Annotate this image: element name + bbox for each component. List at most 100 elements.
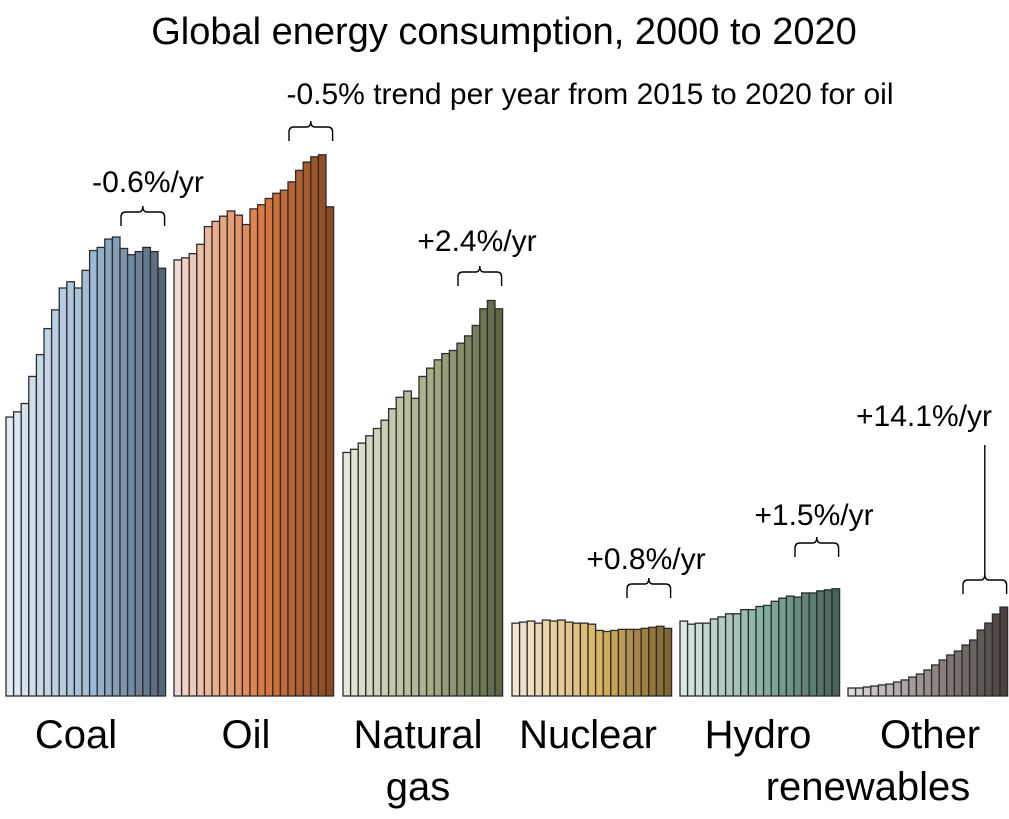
bar-coal-2010 <box>81 269 91 697</box>
bar-natural-gas-2000 <box>342 451 352 697</box>
bar-nuclear-2008 <box>572 622 582 697</box>
bar-other-renewables-2020 <box>999 606 1009 697</box>
bar-coal-2007 <box>58 287 68 697</box>
bar-natural-gas-2009 <box>410 397 420 697</box>
bar-natural-gas-2015 <box>456 342 466 697</box>
bar-nuclear-2018 <box>648 626 658 697</box>
bar-nuclear-2007 <box>564 621 574 697</box>
bar-other-renewables-2016 <box>968 639 978 697</box>
annotation-hydro: +1.5%/yr <box>754 499 873 532</box>
bracket-other-renewables <box>962 573 1008 594</box>
bar-natural-gas-2020 <box>494 308 504 697</box>
bar-nuclear-2004 <box>541 619 551 697</box>
bar-oil-2012 <box>264 197 274 697</box>
bar-hydro-2009 <box>747 608 757 697</box>
category-label-other-renewables-line1: Other <box>880 713 980 757</box>
bar-other-renewables-2003 <box>870 685 880 697</box>
bar-coal-2014 <box>111 236 121 697</box>
bar-nuclear-2006 <box>556 619 566 697</box>
annotation-natural-gas: +2.4%/yr <box>417 225 536 258</box>
bar-oil-2019 <box>317 154 327 697</box>
bar-oil-2011 <box>256 204 266 697</box>
bar-oil-2005 <box>211 220 221 697</box>
bar-natural-gas-2017 <box>471 324 481 697</box>
bar-oil-2003 <box>196 243 206 697</box>
bar-coal-2020 <box>157 267 167 697</box>
bar-hydro-2019 <box>823 589 833 697</box>
bar-other-renewables-2012 <box>938 659 948 697</box>
bar-hydro-2008 <box>740 608 750 697</box>
bar-nuclear-2003 <box>534 622 544 697</box>
bar-nuclear-2012 <box>602 630 612 697</box>
bar-other-renewables-2010 <box>923 669 933 697</box>
bar-other-renewables-2009 <box>915 673 925 697</box>
bar-natural-gas-2001 <box>349 448 359 697</box>
bar-other-renewables-2005 <box>885 683 895 697</box>
category-label-natural-gas-line1: Natural <box>354 713 483 757</box>
bar-nuclear-2014 <box>617 628 627 697</box>
bar-coal-2015 <box>119 247 129 697</box>
bar-hydro-2001 <box>686 623 696 697</box>
bar-coal-2009 <box>73 287 83 697</box>
bar-hydro-2018 <box>816 590 826 697</box>
bracket-coal <box>120 205 166 226</box>
bar-other-renewables-2006 <box>892 681 902 697</box>
bar-groups <box>5 154 1009 697</box>
bar-natural-gas-2011 <box>425 367 435 697</box>
bar-coal-2011 <box>88 249 98 697</box>
bar-group-natural-gas <box>342 299 504 697</box>
annotation-other-renewables: +14.1%/yr <box>856 400 992 433</box>
bar-natural-gas-2018 <box>479 308 489 697</box>
bar-coal-2013 <box>104 238 114 697</box>
bar-nuclear-2005 <box>549 620 559 697</box>
bar-nuclear-2001 <box>518 621 528 697</box>
bar-group-nuclear <box>511 619 673 697</box>
bar-natural-gas-2002 <box>357 442 367 697</box>
bar-hydro-2016 <box>800 592 810 697</box>
bar-oil-2000 <box>173 259 183 697</box>
bar-other-renewables-2004 <box>877 684 887 697</box>
bar-hydro-2013 <box>778 597 788 697</box>
bar-other-renewables-2007 <box>900 679 910 697</box>
bar-hydro-2014 <box>785 595 795 697</box>
bar-hydro-2006 <box>724 613 734 697</box>
bar-oil-2001 <box>180 257 190 697</box>
bar-hydro-2020 <box>831 588 841 697</box>
bracket-natural-gas <box>457 265 503 286</box>
bar-oil-2020 <box>325 206 335 697</box>
category-label-coal: Coal <box>35 713 117 757</box>
bracket-hydro <box>794 536 840 557</box>
bar-nuclear-2019 <box>655 625 665 697</box>
trend-brackets <box>120 120 1008 598</box>
bar-coal-2005 <box>43 327 53 697</box>
bar-coal-2017 <box>134 250 144 697</box>
bar-oil-2016 <box>294 169 304 697</box>
bar-hydro-2012 <box>770 600 780 697</box>
bar-oil-2013 <box>272 192 282 697</box>
category-label-natural-gas-line2: gas <box>386 765 451 809</box>
bar-coal-2018 <box>142 246 152 697</box>
bar-natural-gas-2006 <box>387 408 397 697</box>
bar-hydro-2010 <box>755 605 765 697</box>
bar-hydro-2002 <box>694 622 704 697</box>
bar-oil-2007 <box>226 210 236 697</box>
bar-other-renewables-2014 <box>953 650 963 697</box>
category-label-other-renewables-line2: renewables <box>766 765 971 809</box>
bar-other-renewables-2017 <box>976 629 986 697</box>
bar-natural-gas-2014 <box>448 349 458 697</box>
bar-hydro-2017 <box>808 592 818 697</box>
category-label-hydro: Hydro <box>705 713 812 757</box>
bar-other-renewables-2002 <box>862 686 872 697</box>
bar-coal-2004 <box>35 353 45 697</box>
bar-natural-gas-2008 <box>403 390 413 697</box>
bar-group-oil <box>173 154 335 697</box>
bar-hydro-2004 <box>709 618 719 697</box>
bar-oil-2014 <box>279 189 289 697</box>
bar-other-renewables-2019 <box>991 613 1001 697</box>
bar-nuclear-2013 <box>610 629 620 697</box>
bar-other-renewables-2013 <box>946 654 956 697</box>
bar-oil-2009 <box>241 223 251 697</box>
bar-natural-gas-2004 <box>372 427 382 697</box>
bar-hydro-2005 <box>717 616 727 697</box>
chart-title: Global energy consumption, 2000 to 2020 <box>151 11 857 53</box>
